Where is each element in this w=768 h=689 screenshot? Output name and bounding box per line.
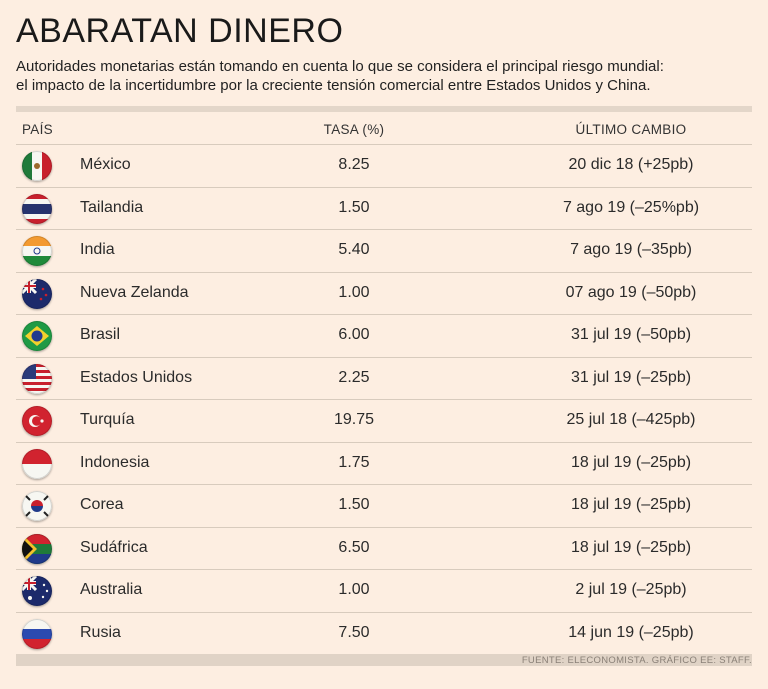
indonesia-flag-icon (22, 448, 52, 479)
india-flag-icon (22, 236, 52, 266)
header-country: PAÍS (22, 122, 53, 137)
australia-flag-icon (22, 576, 52, 606)
country-name: México (80, 156, 131, 173)
page-title: ABARATAN DINERO (16, 12, 344, 50)
rate-value: 6.50 (338, 538, 370, 556)
subtitle-line-2: el impacto de la incertidumbre por la cr… (16, 77, 651, 94)
country-name: Corea (80, 496, 124, 513)
table-row: Rusia 7.50 14 jun 19 (–25pb) (16, 611, 752, 655)
rate-value: 6.00 (338, 326, 370, 343)
last-change: 14 jun 19 (–25pb) (568, 623, 694, 641)
table-body: México 8.25 20 dic 18 (+25pb) Tailandia 1.50… (16, 144, 752, 654)
rate-value: 8.25 (338, 156, 370, 173)
top-rule (16, 106, 752, 112)
country-name: Rusia (80, 623, 121, 641)
new-zealand-flag-icon (22, 278, 52, 309)
country-name: Nueva Zelanda (80, 283, 189, 301)
country-name: Tailandia (80, 198, 144, 216)
subtitle: Autoridades monetarias están tomando en … (16, 57, 756, 95)
table-row: Sudáfrica 6.50 18 jul 19 (–25pb) (16, 526, 752, 570)
table-header: PAÍS TASA (%) ÚLTIMO CAMBIO (16, 118, 752, 144)
table-row: Brasil 6.00 31 jul 19 (–50pb) (16, 314, 752, 357)
last-change: 7 ago 19 (–35pb) (570, 241, 692, 258)
table-row: Australia 1.00 2 jul 19 (–25pb) (16, 569, 752, 612)
country-name: Sudáfrica (80, 538, 148, 556)
table-row: Estados Unidos 2.25 31 jul 19 (–25pb) (16, 356, 752, 400)
table-row: Turquía 19.75 25 jul 18 (–425pb) (16, 399, 752, 442)
country-name: Estados Unidos (80, 368, 193, 386)
brazil-flag-icon (22, 321, 52, 351)
country-name: Indonesia (80, 453, 150, 471)
subtitle-line-1: Autoridades monetarias están tomando en … (16, 58, 664, 75)
mexico-flag-icon (22, 151, 52, 181)
last-change: 18 jul 19 (–25pb) (570, 496, 692, 513)
rate-value: 1.50 (338, 198, 370, 216)
korea-flag-icon (22, 491, 52, 521)
thailand-flag-icon (22, 193, 52, 224)
header-change: ÚLTIMO CAMBIO (575, 122, 687, 137)
russia-flag-icon (22, 618, 52, 649)
last-change: 7 ago 19 (–25%pb) (562, 198, 700, 216)
last-change: 18 jul 19 (–25pb) (570, 453, 692, 471)
south-africa-flag-icon (22, 533, 52, 564)
table-row: Tailandia 1.50 7 ago 19 (–25%pb) (16, 186, 752, 230)
last-change: 20 dic 18 (+25pb) (568, 156, 694, 173)
country-name: India (80, 241, 115, 258)
table-row: Nueva Zelanda 1.00 07 ago 19 (–50pb) (16, 271, 752, 315)
rate-value: 7.50 (338, 623, 370, 641)
rate-value: 1.50 (338, 496, 370, 513)
rate-value: 19.75 (333, 411, 375, 428)
table-row: México 8.25 20 dic 18 (+25pb) (16, 144, 752, 187)
last-change: 07 ago 19 (–50pb) (565, 283, 697, 301)
country-name: Turquía (80, 411, 135, 428)
usa-flag-icon (22, 363, 52, 394)
source-note: FUENTE: ELECONOMISTA. GRÁFICO EE: STAFF. (521, 655, 752, 666)
rate-value: 5.40 (338, 241, 370, 258)
footer-bar (16, 654, 752, 666)
rate-value: 1.00 (338, 283, 370, 301)
last-change: 31 jul 19 (–50pb) (570, 326, 692, 343)
last-change: 18 jul 19 (–25pb) (570, 538, 692, 556)
table-row: India 5.40 7 ago 19 (–35pb) (16, 229, 752, 272)
table-row: Corea 1.50 18 jul 19 (–25pb) (16, 484, 752, 527)
header-rate: TASA (%) (323, 122, 385, 137)
last-change: 2 jul 19 (–25pb) (575, 581, 687, 598)
country-name: Brasil (80, 326, 121, 343)
rate-value: 1.00 (338, 581, 370, 598)
table-row: Indonesia 1.75 18 jul 19 (–25pb) (16, 441, 752, 485)
last-change: 31 jul 19 (–25pb) (570, 368, 692, 386)
rate-value: 2.25 (338, 368, 370, 386)
last-change: 25 jul 18 (–425pb) (566, 411, 696, 428)
turkey-flag-icon (22, 406, 52, 436)
rate-value: 1.75 (338, 453, 370, 471)
country-name: Australia (80, 581, 143, 598)
